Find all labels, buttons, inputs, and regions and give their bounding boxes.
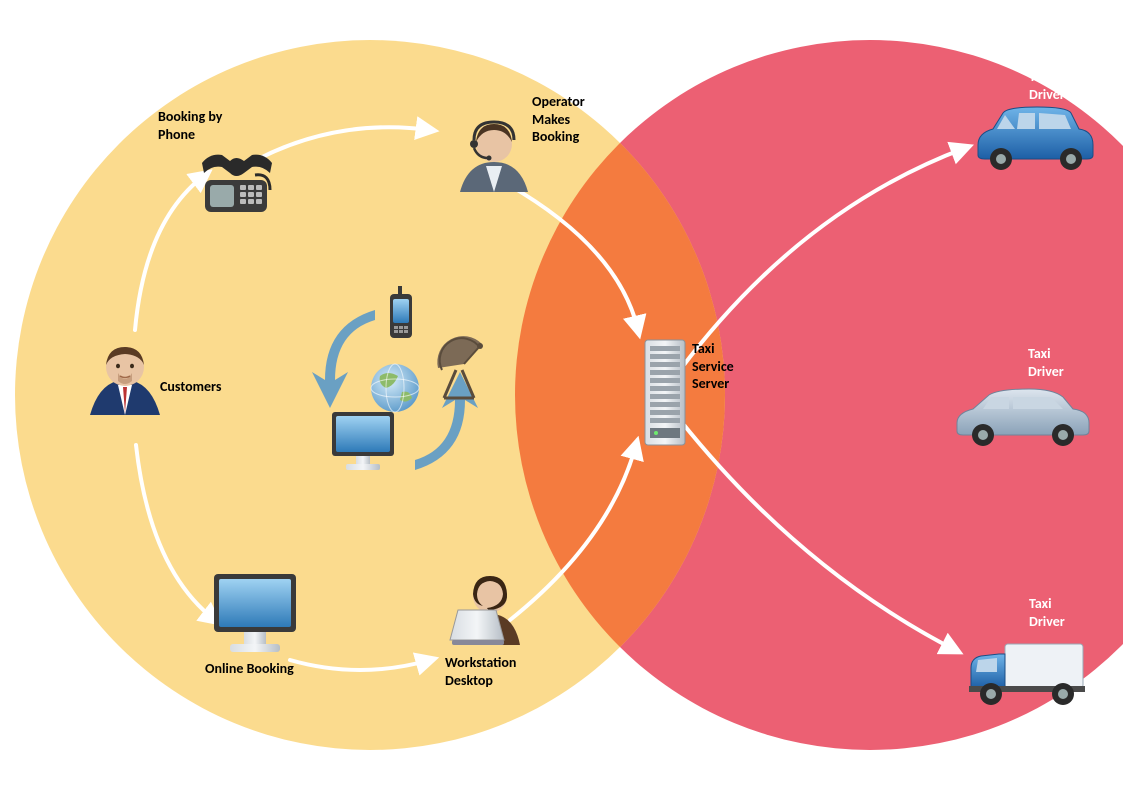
server-label: Taxi Service Server [692,340,734,393]
driver2-label: Taxi Driver [1028,345,1064,380]
server-icon [645,340,685,445]
online-booking-label: Online Booking [205,660,294,678]
customers-label: Customers [160,378,221,396]
phone-icon [202,155,272,212]
booking-phone-label: Booking by Phone [158,108,222,143]
operator-label: Operator Makes Booking [532,93,585,146]
driver1-label: Taxi Driver [1029,68,1065,103]
workstation-label: Workstation Desktop [445,654,516,689]
driver3-label: Taxi Driver [1029,595,1065,630]
